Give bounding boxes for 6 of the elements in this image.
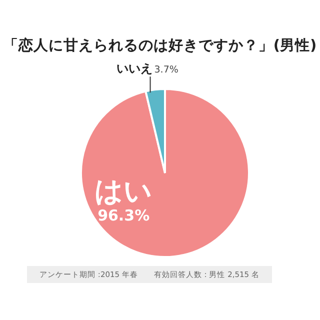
data-label: 3.7% bbox=[154, 64, 178, 76]
chart-title: 「恋人に甘えられるのは好きですか？」(男性) bbox=[2, 36, 318, 55]
pie-slice bbox=[80, 88, 250, 258]
slice-label: はい bbox=[94, 174, 153, 208]
slice-label: いいえ bbox=[116, 62, 152, 76]
data-label: 96.3% bbox=[98, 206, 150, 224]
